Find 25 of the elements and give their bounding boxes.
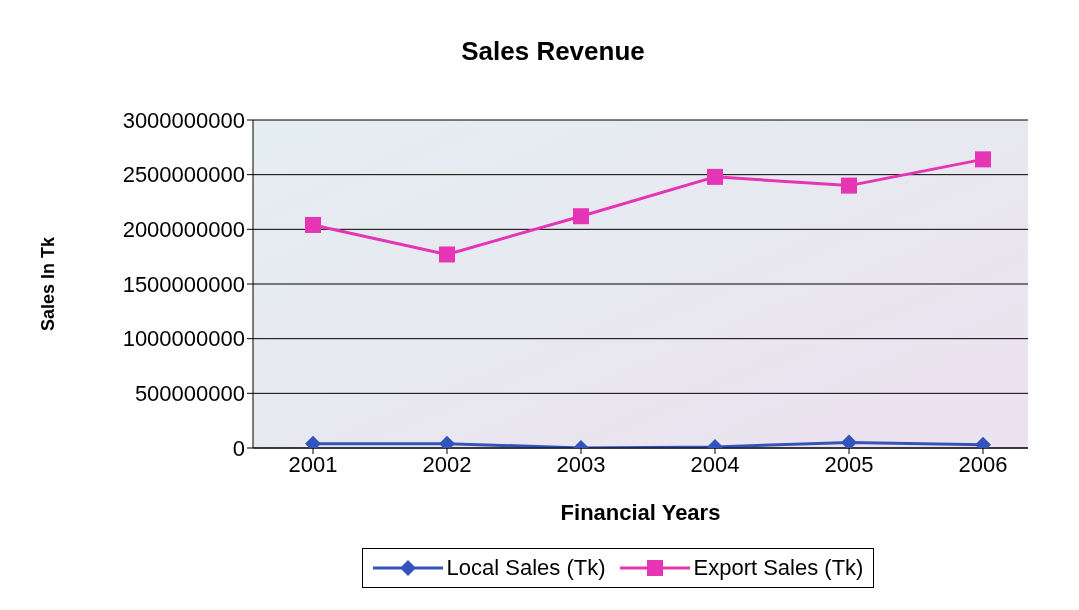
y-tick-label: 1500000000: [122, 271, 245, 297]
y-tick-label: 3000000000: [122, 107, 245, 133]
point: [305, 216, 321, 233]
y-axis-title: Sales In Tk: [38, 235, 59, 332]
point: [439, 246, 455, 263]
y-tick-label: 1000000000: [122, 326, 245, 352]
legend-label: Export Sales (Tk): [692, 555, 864, 581]
x-tick-label: 2006: [958, 451, 1008, 477]
x-tick-label: 2005: [824, 451, 874, 477]
point: [841, 177, 857, 194]
y-tick-label: 0: [232, 435, 245, 461]
point: [573, 208, 589, 225]
point: [841, 434, 857, 448]
y-tick-label: 2500000000: [122, 162, 245, 188]
point: [707, 168, 723, 185]
x-tick-label: 2004: [690, 451, 740, 477]
x-tick-label: 2003: [556, 451, 606, 477]
x-tick-label: 2001: [288, 451, 338, 477]
point: [975, 151, 991, 168]
x-axis-title: Financial Years: [560, 500, 721, 525]
x-tick-label: 2002: [422, 451, 472, 477]
y-tick-label: 2000000000: [122, 217, 245, 243]
legend-label: Local Sales (Tk): [445, 555, 606, 581]
chart-title: Sales Revenue: [460, 36, 646, 67]
y-tick-label: 500000000: [134, 381, 245, 407]
